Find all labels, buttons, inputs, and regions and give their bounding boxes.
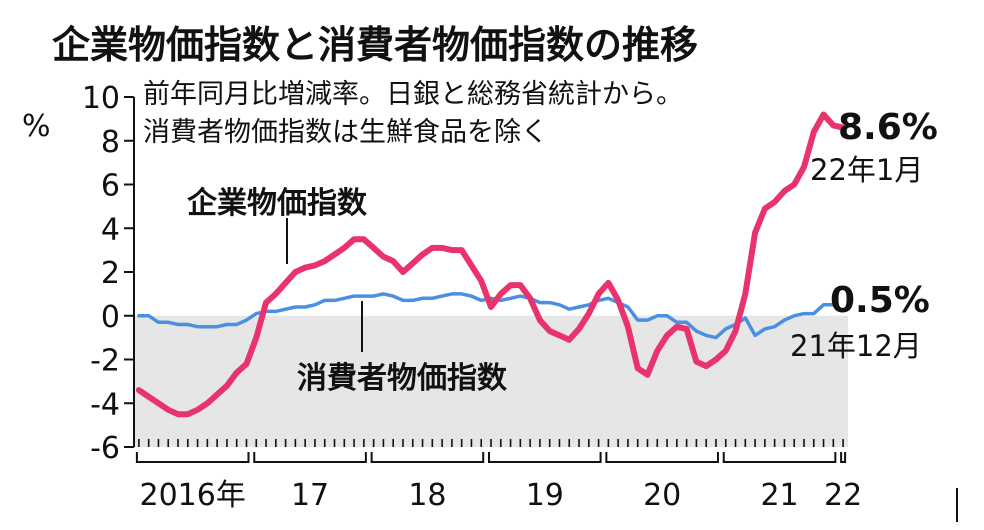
x-year-label: 20	[643, 478, 681, 513]
year-bracket	[488, 452, 602, 463]
chart-title: 企業物価指数と消費者物価指数の推移	[52, 23, 698, 67]
cpi-series-label: 消費者物価指数	[297, 361, 508, 396]
x-year-label: 21	[760, 478, 798, 513]
cpi-end-value: 0.5%	[830, 280, 930, 321]
x-year-label: 19	[526, 478, 564, 513]
year-bracket	[840, 452, 847, 463]
cpi-end-date: 21年12月	[790, 329, 922, 363]
subtitle-line-2: 消費者物価指数は生鮮食品を除く	[143, 117, 548, 148]
x-year-label: 22	[824, 478, 862, 513]
ppi-series-line	[135, 111, 847, 418]
y-tick-label: 2	[101, 256, 120, 291]
ppi-series-label: 企業物価指数	[187, 186, 368, 221]
x-year-label: 2016年	[140, 478, 246, 513]
year-bracket	[135, 452, 250, 463]
y-tick-label: 4	[101, 212, 120, 247]
year-bracket	[370, 452, 485, 463]
year-bracket	[722, 452, 837, 463]
subtitle-line-1: 前年同月比増減率。日銀と総務省統計から。	[143, 79, 683, 110]
y-tick-label: 0	[101, 300, 120, 335]
x-year-label: 17	[291, 478, 329, 513]
ppi-end-value: 8.6%	[838, 107, 938, 148]
series-layer	[135, 111, 847, 418]
y-tick-label: 8	[101, 125, 120, 160]
y-tick-label: -6	[90, 431, 120, 466]
y-axis-unit: %	[22, 109, 51, 144]
y-tick-label: -2	[90, 344, 120, 379]
y-tick-label: 10	[82, 81, 120, 116]
x-year-label: 18	[408, 478, 446, 513]
year-bracket	[605, 452, 719, 463]
y-tick-label: -4	[90, 387, 120, 422]
ppi-end-date: 22年1月	[810, 153, 923, 187]
year-bracket	[253, 452, 367, 463]
y-tick-label: 6	[101, 169, 120, 204]
